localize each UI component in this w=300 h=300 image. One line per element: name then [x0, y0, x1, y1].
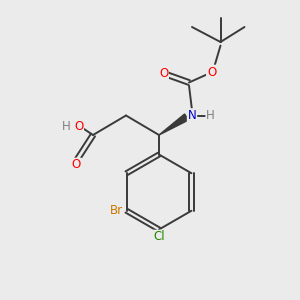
Text: O: O	[159, 67, 168, 80]
Polygon shape	[159, 114, 189, 135]
Text: Cl: Cl	[153, 230, 165, 244]
Text: O: O	[72, 158, 81, 172]
Text: Br: Br	[110, 204, 123, 217]
Text: O: O	[207, 65, 216, 79]
Text: H: H	[206, 109, 215, 122]
Text: O: O	[74, 119, 83, 133]
Text: H: H	[61, 119, 70, 133]
Text: N: N	[188, 109, 196, 122]
